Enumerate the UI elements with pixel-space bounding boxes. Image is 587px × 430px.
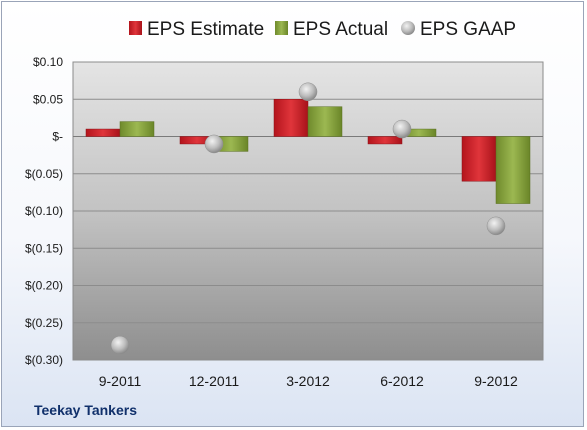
x-axis-categories: 9-2011 12-2011 3-2012 6-2012 9-2012	[99, 373, 518, 389]
x-category-label: 9-2011	[99, 373, 142, 389]
y-tick-label: $0.10	[33, 55, 63, 69]
y-tick-label: $(0.15)	[25, 241, 63, 255]
legend-item-gaap: EPS GAAP	[401, 19, 516, 40]
legend-label-actual: EPS Actual	[293, 19, 388, 40]
legend-swatch-actual	[275, 21, 288, 35]
eps-actual-bar	[307, 106, 343, 137]
legend-item-estimate: EPS Estimate	[129, 19, 264, 40]
company-name: Teekay Tankers	[34, 402, 137, 418]
y-tick-label: $-	[52, 130, 63, 144]
eps-gaap-marker	[392, 119, 412, 139]
x-category-label: 3-2012	[286, 373, 330, 389]
y-tick-label: $(0.30)	[25, 353, 63, 367]
eps-actual-bar	[495, 136, 531, 204]
eps-gaap-marker	[204, 134, 224, 154]
legend: EPS Estimate EPS Actual EPS GAAP	[129, 19, 516, 40]
y-tick-label: $0.05	[33, 92, 63, 106]
legend-swatch-estimate	[129, 21, 142, 35]
legend-item-actual: EPS Actual	[275, 19, 388, 40]
eps-gaap-marker	[298, 82, 318, 102]
gaap-markers	[110, 82, 506, 355]
eps-gaap-marker	[110, 335, 130, 355]
y-tick-label: $(0.25)	[25, 316, 63, 330]
legend-label-gaap: EPS GAAP	[420, 19, 516, 40]
x-category-label: 9-2012	[474, 373, 518, 389]
eps-gaap-marker	[486, 216, 506, 236]
y-tick-label: $(0.10)	[25, 204, 63, 218]
eps-estimate-bar	[85, 128, 121, 137]
x-category-label: 12-2011	[189, 373, 240, 389]
eps-estimate-bar	[367, 136, 403, 145]
eps-estimate-bar	[461, 136, 497, 182]
eps-estimate-bar	[273, 99, 309, 137]
bars	[85, 99, 531, 204]
y-tick-label: $(0.20)	[25, 279, 63, 293]
legend-label-estimate: EPS Estimate	[147, 19, 264, 40]
x-category-label: 6-2012	[380, 373, 424, 389]
y-axis-ticks: $0.10 $0.05 $- $(0.05) $(0.10) $(0.15) $(0.20)…	[25, 55, 63, 367]
eps-actual-bar	[119, 121, 155, 137]
legend-marker-gaap	[401, 21, 415, 35]
y-tick-label: $(0.05)	[25, 167, 63, 181]
